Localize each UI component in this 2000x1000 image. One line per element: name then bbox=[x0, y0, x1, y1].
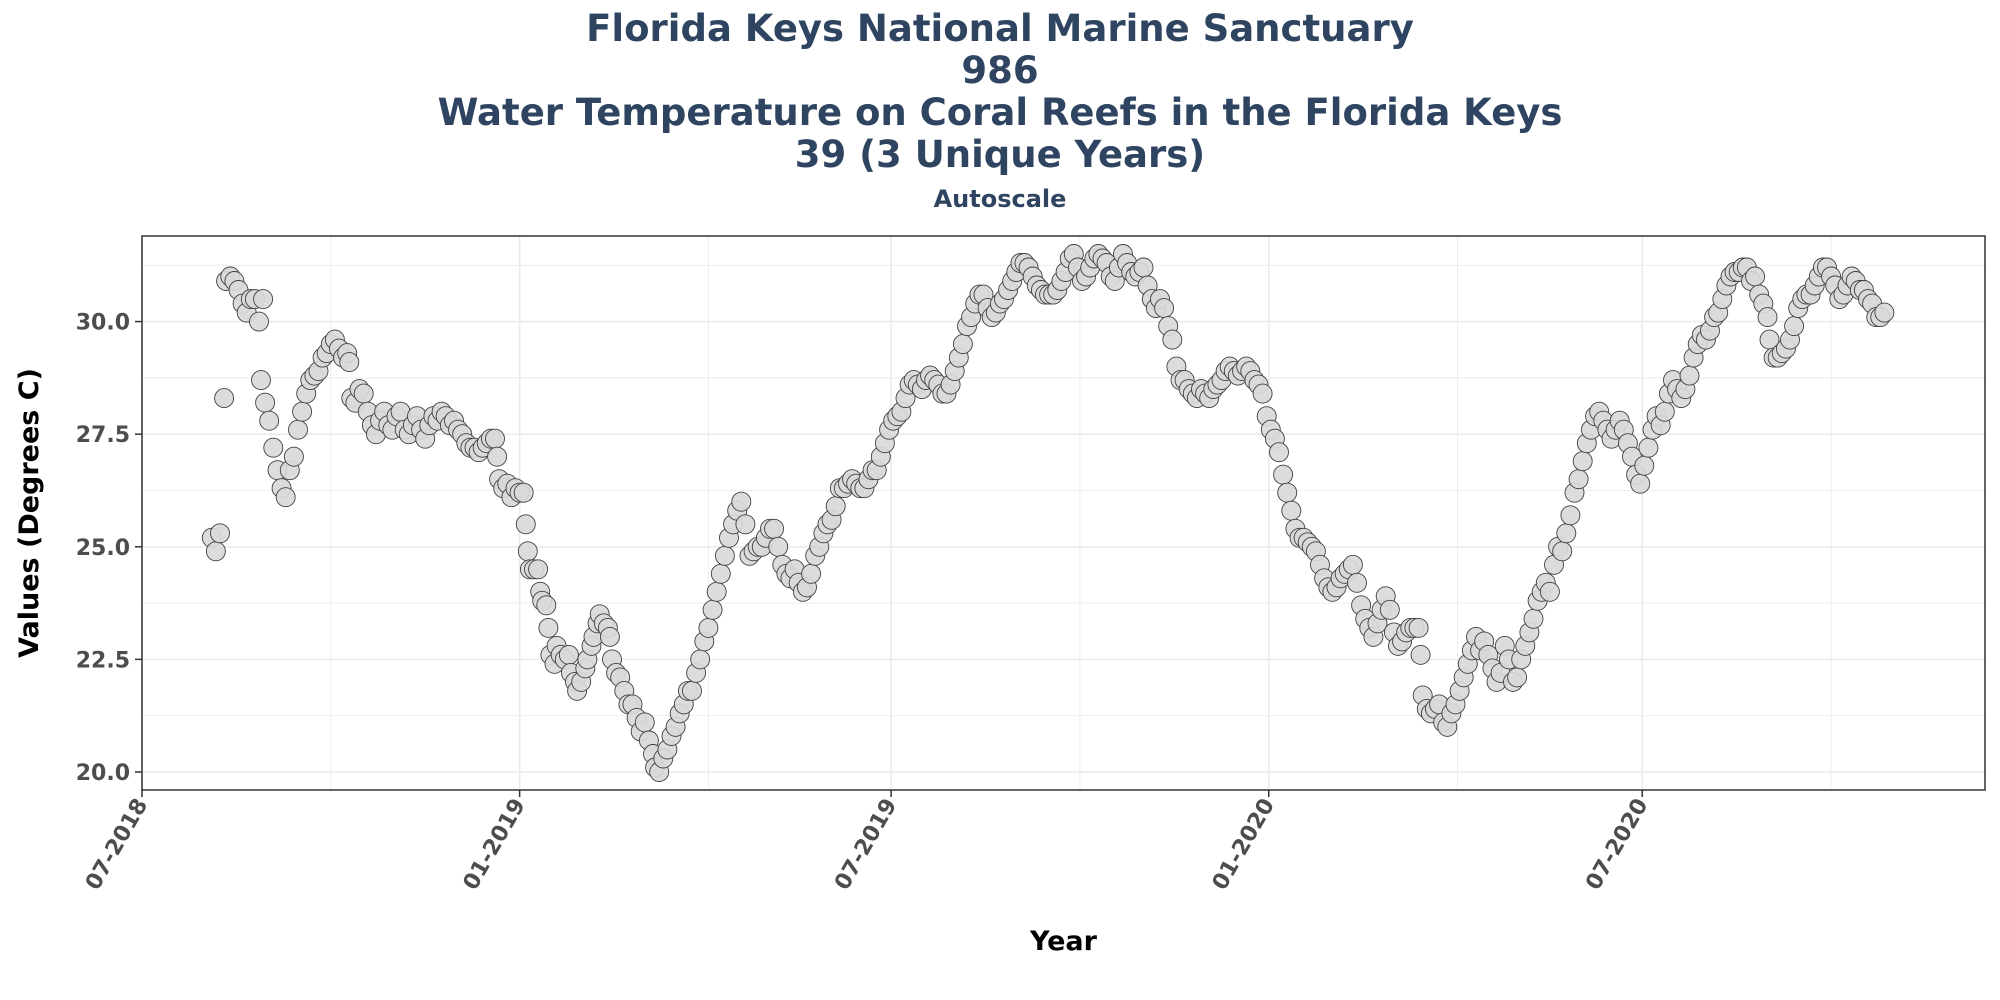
data-point bbox=[599, 626, 620, 647]
data-point bbox=[538, 617, 559, 638]
x-axis: 07-2018 01-2019 07-2019 01-2020 07-2020 bbox=[81, 790, 1653, 894]
data-point bbox=[487, 446, 508, 467]
data-point bbox=[283, 446, 304, 467]
data-point bbox=[259, 410, 280, 431]
data-point bbox=[275, 487, 296, 508]
data-points bbox=[201, 244, 1895, 782]
data-point bbox=[517, 541, 538, 562]
data-point bbox=[801, 563, 822, 584]
data-point bbox=[255, 392, 276, 413]
data-point bbox=[528, 559, 549, 580]
data-point bbox=[205, 541, 226, 562]
data-point bbox=[1133, 257, 1154, 278]
data-point bbox=[952, 334, 973, 355]
data-point bbox=[558, 644, 579, 665]
data-point bbox=[764, 518, 785, 539]
data-point bbox=[249, 311, 269, 332]
data-point bbox=[210, 523, 230, 544]
data-point bbox=[706, 581, 727, 602]
chart-title-line-4: 39 (3 Unique Years) bbox=[794, 133, 1206, 176]
data-point bbox=[1556, 523, 1577, 544]
chart-titles: Florida Keys National Marine Sanctuary 9… bbox=[0, 8, 2000, 214]
y-tick-label: 22.5 bbox=[76, 648, 130, 673]
chart-title-line-3: Water Temperature on Coral Reefs in the … bbox=[437, 91, 1563, 134]
data-point bbox=[1874, 302, 1895, 323]
y-tick-label: 30.0 bbox=[76, 311, 130, 336]
data-point bbox=[1273, 464, 1294, 485]
data-point bbox=[292, 401, 313, 422]
data-point bbox=[714, 545, 735, 566]
y-axis: 20.0 22.5 25.0 27.5 30.0 bbox=[76, 311, 142, 786]
x-tick-label: 07-2018 bbox=[81, 795, 153, 895]
chart-title-line-1: Florida Keys National Marine Sanctuary bbox=[586, 7, 1414, 50]
data-point bbox=[1410, 644, 1431, 665]
data-point bbox=[1539, 581, 1560, 602]
x-tick-label: 07-2019 bbox=[830, 795, 902, 895]
data-point bbox=[1784, 316, 1805, 337]
data-point bbox=[253, 289, 274, 310]
y-tick-label: 20.0 bbox=[76, 761, 130, 786]
data-point bbox=[1342, 554, 1363, 575]
data-point bbox=[1154, 298, 1175, 319]
data-point bbox=[1552, 541, 1573, 562]
data-point bbox=[513, 482, 534, 503]
data-point bbox=[1634, 455, 1655, 476]
data-point bbox=[1277, 482, 1298, 503]
data-point bbox=[735, 514, 756, 535]
data-point bbox=[263, 437, 284, 458]
data-point bbox=[1745, 266, 1766, 287]
data-point bbox=[1523, 608, 1544, 629]
data-point bbox=[702, 599, 723, 620]
y-axis-title: Values (Degrees C) bbox=[14, 368, 45, 658]
chart-subtitle: Autoscale bbox=[933, 185, 1067, 213]
data-point bbox=[1281, 500, 1302, 521]
y-tick-label: 27.5 bbox=[76, 423, 130, 448]
x-tick-label: 01-2019 bbox=[459, 795, 531, 895]
chart-title-line-2: 986 bbox=[961, 49, 1039, 92]
data-point bbox=[710, 563, 731, 584]
data-point bbox=[288, 419, 308, 440]
data-point bbox=[1379, 599, 1400, 620]
data-point bbox=[1572, 451, 1593, 472]
y-tick-label: 25.0 bbox=[76, 536, 130, 561]
data-point bbox=[768, 536, 789, 557]
data-point bbox=[731, 491, 752, 512]
data-point bbox=[1757, 307, 1778, 328]
data-point bbox=[485, 428, 505, 449]
data-point bbox=[1347, 572, 1367, 593]
data-point bbox=[1654, 401, 1675, 422]
data-point bbox=[634, 712, 655, 733]
data-point bbox=[1408, 617, 1429, 638]
data-point bbox=[1252, 383, 1273, 404]
x-axis-title: Year bbox=[1029, 926, 1098, 957]
x-tick-label: 01-2020 bbox=[1208, 795, 1280, 895]
data-point bbox=[690, 649, 711, 670]
data-point bbox=[536, 595, 557, 616]
data-point bbox=[214, 388, 235, 409]
data-point bbox=[251, 370, 271, 391]
data-point bbox=[1269, 442, 1289, 463]
data-point bbox=[1507, 667, 1528, 688]
data-point bbox=[339, 352, 360, 373]
data-point bbox=[1162, 329, 1183, 350]
data-point bbox=[1568, 469, 1589, 490]
data-point bbox=[515, 514, 536, 535]
plot-panel-border bbox=[141, 235, 1986, 791]
data-point bbox=[1630, 473, 1651, 494]
x-tick-label: 07-2020 bbox=[1581, 795, 1653, 895]
data-point bbox=[682, 680, 702, 701]
data-point bbox=[1560, 505, 1581, 526]
data-point bbox=[1638, 437, 1659, 458]
data-point bbox=[1679, 365, 1700, 386]
data-point bbox=[353, 383, 374, 404]
data-point bbox=[698, 617, 719, 638]
data-point bbox=[825, 496, 846, 517]
